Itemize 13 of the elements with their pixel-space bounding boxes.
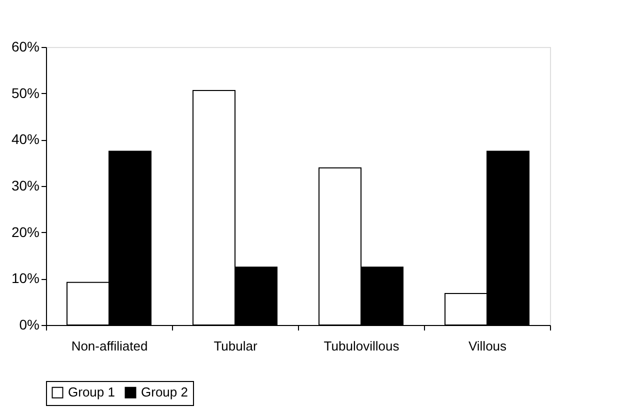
x-tick-label: Non-affiliated	[71, 338, 148, 354]
y-tick-label: 30%	[11, 178, 40, 194]
y-tick-label: 0%	[19, 316, 40, 332]
legend-label: Group 1	[68, 384, 115, 400]
y-tick-label: 40%	[11, 131, 40, 148]
y-tick-label: 50%	[11, 84, 40, 101]
y-tick-label: 20%	[11, 224, 40, 240]
x-tick-label: Villous	[468, 338, 508, 354]
x-tick-label: Tubular	[214, 338, 258, 354]
x-tick-label: Tubulovillous	[324, 338, 400, 354]
legend-label: Group 2	[141, 384, 188, 400]
y-tick-label: 10%	[11, 270, 40, 286]
y-tick-label: 60%	[11, 38, 40, 54]
